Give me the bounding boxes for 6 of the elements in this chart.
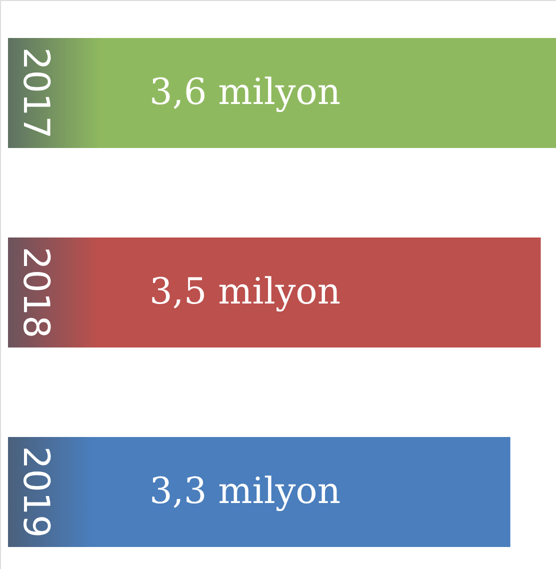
- y-tick-label: 2018: [15, 246, 56, 338]
- data-label: 3,6 milyon: [149, 72, 341, 113]
- data-label: 3,3 milyon: [149, 471, 341, 512]
- y-tick-label: 2017: [15, 47, 56, 139]
- y-tick-label: 2019: [15, 446, 56, 538]
- data-label: 3,5 milyon: [149, 272, 341, 312]
